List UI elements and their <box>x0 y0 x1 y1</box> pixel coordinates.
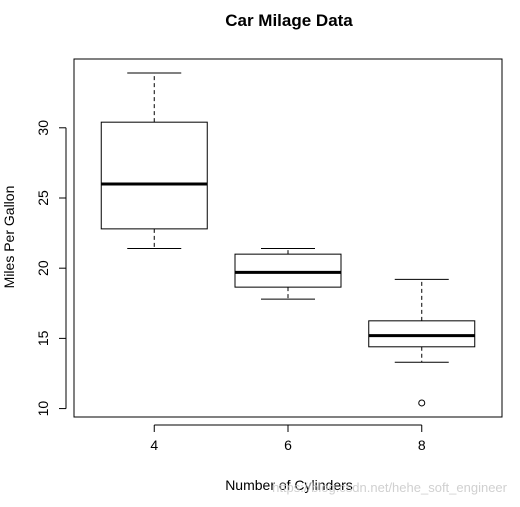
box-group-6 <box>234 248 342 300</box>
y-tick-label-10: 10 <box>35 401 51 417</box>
y-axis: 10 15 20 25 30 <box>35 120 67 417</box>
outlier-point-8-0 <box>418 399 426 407</box>
boxes-layer <box>100 72 476 407</box>
x-tick-label-6: 6 <box>284 437 292 453</box>
x-axis: 4 6 8 <box>150 424 426 453</box>
x-tick-label-4: 4 <box>150 437 158 453</box>
y-axis-label: Miles Per Gallon <box>1 186 17 289</box>
box-6 <box>234 253 342 288</box>
x-axis-label: Number of Cylinders <box>225 477 353 493</box>
box-4 <box>100 121 208 230</box>
y-tick-label-20: 20 <box>35 260 51 276</box>
plot-frame <box>73 58 503 418</box>
chart-title: Car Milage Data <box>225 11 353 30</box>
y-tick-label-15: 15 <box>35 330 51 346</box>
watermark-text: https://blog.csdn.net/hehe_soft_engineer <box>272 480 508 495</box>
y-tick-label-30: 30 <box>35 120 51 136</box>
x-tick-label-8: 8 <box>418 437 426 453</box>
box-8 <box>368 320 476 348</box>
box-group-4 <box>100 72 208 250</box>
box-group-8 <box>368 278 476 407</box>
y-tick-label-25: 25 <box>35 190 51 206</box>
